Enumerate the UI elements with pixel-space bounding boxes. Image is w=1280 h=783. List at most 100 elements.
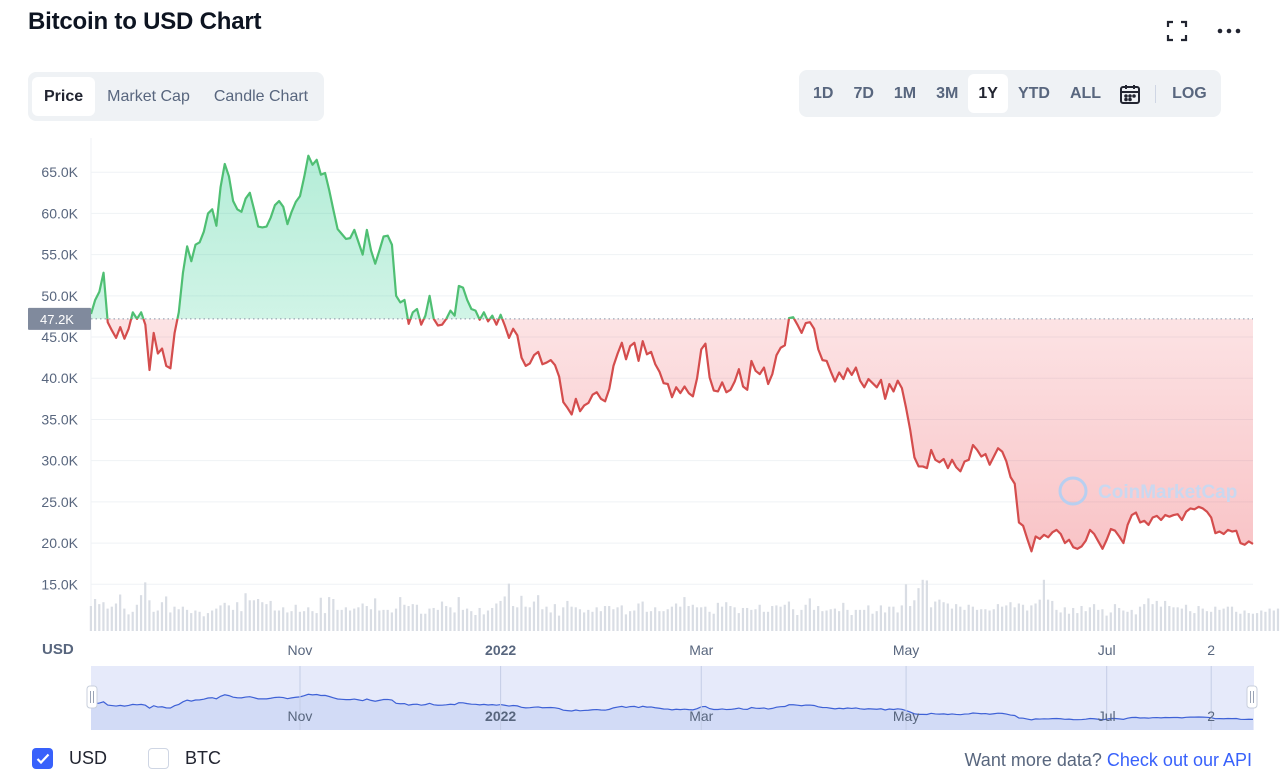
volume-bar (407, 606, 410, 631)
range-1d-button[interactable]: 1D (813, 84, 834, 102)
more-icon[interactable] (1216, 18, 1242, 44)
volume-bar (499, 600, 502, 631)
volume-bar (1159, 606, 1163, 631)
volume-bar (185, 609, 189, 631)
volume-bar (1147, 598, 1150, 631)
volume-bar (415, 604, 419, 631)
volume-bar (1176, 607, 1179, 631)
tab-candle-chart[interactable]: Candle Chart (213, 87, 309, 105)
volume-bar (294, 604, 297, 631)
volume-bar (578, 609, 582, 631)
volume-bar (1260, 610, 1263, 631)
volume-bar (758, 604, 761, 631)
volume-bar (369, 609, 373, 631)
navigator-left-handle[interactable] (86, 685, 98, 709)
volume-bar (729, 606, 732, 631)
volume-bar (1235, 611, 1238, 631)
x-tick-label: Jul (1098, 642, 1116, 658)
api-link[interactable]: Check out our API (1106, 750, 1252, 770)
range-all-button[interactable]: ALL (1069, 84, 1102, 102)
volume-bar (934, 601, 937, 631)
volume-bar (863, 609, 866, 631)
volume-bar (984, 609, 987, 631)
volume-bar (139, 595, 143, 631)
y-tick-label: 25.0K (41, 494, 78, 510)
volume-bar (1005, 605, 1008, 631)
volume-bar (842, 602, 845, 631)
volume-bar (403, 604, 406, 631)
btc-toggle[interactable]: BTC (148, 748, 221, 769)
volume-bar (261, 602, 264, 631)
log-scale-button[interactable]: LOG (1172, 84, 1207, 102)
volume-bar (495, 603, 498, 631)
volume-bar (1197, 606, 1200, 631)
usd-toggle[interactable]: USD (32, 748, 107, 769)
volume-bar (1046, 599, 1050, 631)
volume-bar (470, 611, 473, 631)
volume-bar (1001, 606, 1004, 631)
btc-checkbox[interactable] (148, 748, 169, 769)
volume-bar (503, 596, 506, 631)
volume-bar (971, 606, 974, 631)
volume-bar (173, 606, 176, 631)
volume-bar (1239, 613, 1242, 631)
y-tick-label: 35.0K (41, 411, 78, 427)
volume-bar (871, 613, 874, 631)
volume-bar (883, 612, 887, 631)
price-chart[interactable]: 15.0K 20.0K 25.0K 30.0K 35.0K 40.0K 45.0K 50.0K… (0, 130, 1280, 740)
volume-bar (691, 604, 694, 631)
volume-bar (963, 609, 966, 631)
calendar-icon[interactable] (1111, 74, 1149, 113)
volume-bar (223, 602, 226, 631)
btc-label: BTC (185, 748, 221, 768)
range-3m-button[interactable]: 3M (936, 84, 959, 102)
volume-bar (1113, 604, 1117, 631)
range-navigator[interactable]: Nov 2022 Mar May Jul 2 (86, 666, 1258, 730)
volume-bar (796, 615, 799, 631)
volume-bar (1210, 611, 1213, 631)
range-ytd-button[interactable]: YTD (1017, 84, 1050, 102)
volume-bar (988, 610, 991, 631)
range-1m-button[interactable]: 1M (893, 84, 917, 102)
volume-bar (152, 611, 155, 631)
volume-bar (950, 608, 954, 631)
volume-bar (1055, 609, 1058, 631)
usd-checkbox[interactable] (32, 748, 53, 769)
volume-bar (524, 606, 527, 631)
y-tick-label: 40.0K (41, 370, 78, 386)
volume-bar (198, 611, 201, 631)
volume-bar (1189, 611, 1192, 631)
volume-bar (1138, 606, 1142, 631)
volume-bar (662, 611, 665, 631)
volume-bar (491, 607, 494, 631)
navigator-right-handle[interactable] (1246, 685, 1258, 709)
volume-bar (804, 604, 807, 631)
volume-bar (624, 614, 628, 631)
range-divider (1155, 84, 1157, 103)
page-title: Bitcoin to USD Chart (28, 8, 262, 35)
volume-bar (917, 588, 920, 631)
volume-bar (1143, 604, 1146, 631)
volume-bar (712, 613, 715, 631)
volume-bar (436, 609, 439, 631)
volume-bar (1088, 607, 1091, 631)
volume-bar (1272, 610, 1275, 631)
volume-bar (211, 610, 214, 631)
y-tick-label: 65.0K (41, 164, 78, 180)
volume-bar (353, 608, 356, 631)
navigator-tick-label: 2 (1207, 708, 1215, 724)
volume-bar (269, 600, 272, 631)
volume-bar (1009, 602, 1012, 631)
range-1y-button[interactable]: 1Y (968, 74, 1008, 113)
volume-bar (445, 606, 448, 631)
tab-market-cap[interactable]: Market Cap (107, 87, 190, 105)
volume-bar (608, 606, 611, 631)
volume-bar (252, 600, 256, 631)
range-7d-button[interactable]: 7D (853, 84, 874, 102)
expand-icon[interactable] (1164, 18, 1190, 44)
api-promo-text: Want more data? (964, 750, 1102, 770)
tab-price[interactable]: Price (32, 77, 96, 116)
volume-bar (348, 610, 352, 631)
volume-bar (265, 604, 268, 631)
volume-bar (867, 605, 870, 631)
